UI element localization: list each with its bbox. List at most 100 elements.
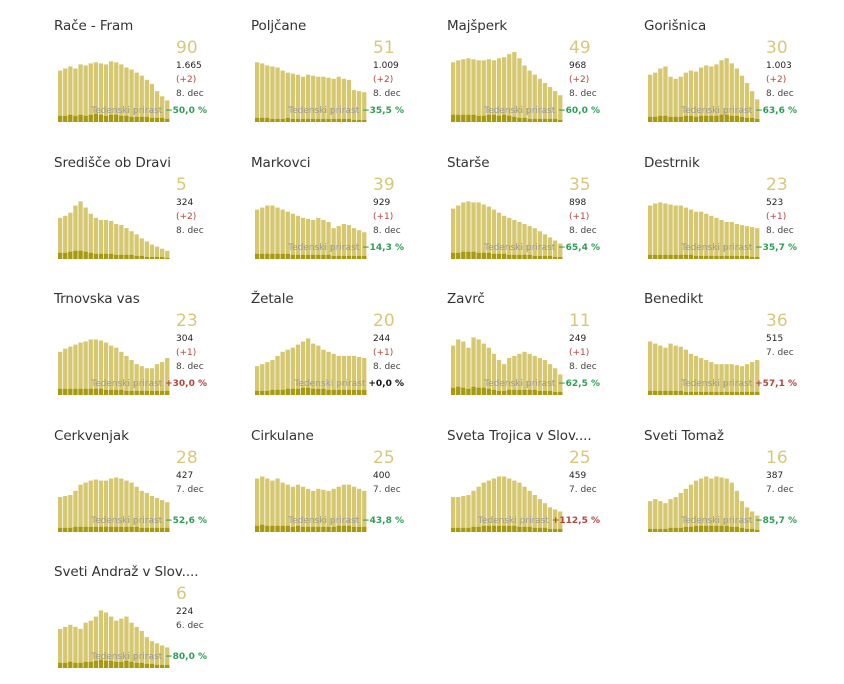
bar — [709, 66, 714, 122]
bar-highlight — [58, 388, 63, 395]
bar-highlight — [83, 251, 88, 259]
municipality-card: Starše 35 898 (+1) 8. dec Tedenski prirast −6… — [447, 155, 637, 275]
bar-highlight — [331, 255, 336, 259]
weekly-growth-label: Tedenski prirast — [477, 516, 552, 526]
last-date: 8. dec — [176, 362, 204, 372]
bar-highlight — [547, 255, 553, 259]
bar — [109, 345, 114, 395]
bar-highlight — [129, 254, 134, 259]
bar — [154, 498, 160, 532]
bar — [461, 59, 466, 122]
bar — [144, 637, 149, 668]
bar-highlight — [260, 117, 265, 122]
bar-highlight — [704, 525, 709, 532]
sparkline-bar-chart — [451, 201, 563, 259]
bar — [290, 486, 295, 532]
bar — [648, 205, 653, 259]
bar — [744, 82, 750, 122]
bar — [744, 364, 750, 395]
bar — [285, 211, 290, 259]
bar-highlight — [316, 526, 321, 532]
bar-highlight — [134, 390, 139, 395]
total-count: 387 — [766, 471, 784, 481]
bar — [558, 511, 563, 532]
bar — [512, 219, 517, 259]
bar-highlight — [476, 526, 481, 532]
bar — [527, 490, 532, 532]
municipality-card: Zavrč 11 249 (+1) 8. dec Tedenski prirast −62… — [447, 291, 637, 411]
bar-highlight — [527, 118, 532, 122]
bar — [673, 205, 678, 259]
bar — [129, 360, 134, 395]
bar-highlight — [683, 115, 688, 122]
bar-highlight — [68, 114, 73, 122]
bar-highlight — [63, 252, 68, 259]
bar — [517, 58, 522, 122]
bar-highlight — [507, 389, 512, 395]
bar-highlight — [336, 118, 341, 122]
bar-highlight — [280, 389, 285, 395]
bar-highlight — [306, 526, 311, 532]
bar — [496, 476, 502, 532]
bar — [300, 76, 306, 122]
bar-highlight — [673, 116, 678, 122]
bar-highlight — [78, 114, 83, 122]
bar-highlight — [326, 526, 331, 532]
bar-highlight — [160, 117, 165, 122]
bar — [144, 368, 149, 395]
municipality-card: Cirkulane 25 400 7. dec Tedenski prirast −43… — [251, 428, 441, 548]
last-date: 7. dec — [569, 485, 597, 495]
bar — [134, 72, 139, 122]
weekly-growth: Tedenski prirast +30,0 % — [54, 379, 207, 389]
bar — [260, 63, 265, 122]
bar-highlight — [98, 253, 104, 259]
bar — [275, 355, 280, 395]
bar — [553, 240, 558, 259]
bar-highlight — [476, 387, 481, 395]
bar — [270, 480, 275, 532]
bar — [144, 492, 149, 532]
bar-highlight — [331, 526, 336, 532]
bar — [714, 476, 719, 532]
bar-highlight — [341, 118, 346, 122]
bar — [119, 351, 124, 395]
bar — [326, 221, 331, 259]
bar-highlight — [73, 115, 78, 122]
total-count: 523 — [766, 198, 784, 208]
bar-highlight — [502, 525, 507, 532]
bar — [114, 477, 119, 532]
bar-highlight — [119, 254, 124, 259]
bar-highlight — [109, 253, 114, 259]
bar — [93, 339, 98, 395]
bar-highlight — [144, 256, 149, 259]
bar — [744, 507, 750, 532]
bar-highlight — [729, 391, 734, 395]
bar — [471, 490, 476, 532]
weekly-growth-value: −50,0 % — [165, 106, 207, 116]
weekly-growth-value: +112,5 % — [551, 516, 600, 526]
municipality-card: Poljčane 51 1.009 (+2) 8. dec Tedenski priras… — [251, 18, 441, 138]
stats-column: 5 324 (+2) 8. dec — [176, 174, 246, 238]
bar — [658, 345, 663, 395]
bar-highlight — [68, 527, 73, 532]
bar-highlight — [165, 118, 170, 122]
bar-highlight — [98, 388, 104, 395]
bar — [346, 225, 352, 259]
bar-highlight — [73, 526, 78, 532]
bar — [265, 362, 270, 395]
bar-highlight — [346, 389, 352, 395]
bar — [73, 344, 78, 395]
bar-highlight — [144, 390, 149, 395]
bar-highlight — [311, 526, 316, 532]
bar — [451, 497, 456, 532]
bar-highlight — [280, 253, 285, 259]
bar — [78, 484, 83, 532]
bar-highlight — [724, 391, 729, 395]
bar — [729, 482, 734, 532]
bar — [98, 219, 104, 259]
bar — [88, 63, 93, 122]
bar — [341, 224, 346, 259]
municipality-card: Rače - Fram 90 1.665 (+2) 8. dec Tedenski pri… — [54, 18, 244, 138]
bar — [68, 624, 73, 668]
bar — [522, 351, 527, 395]
